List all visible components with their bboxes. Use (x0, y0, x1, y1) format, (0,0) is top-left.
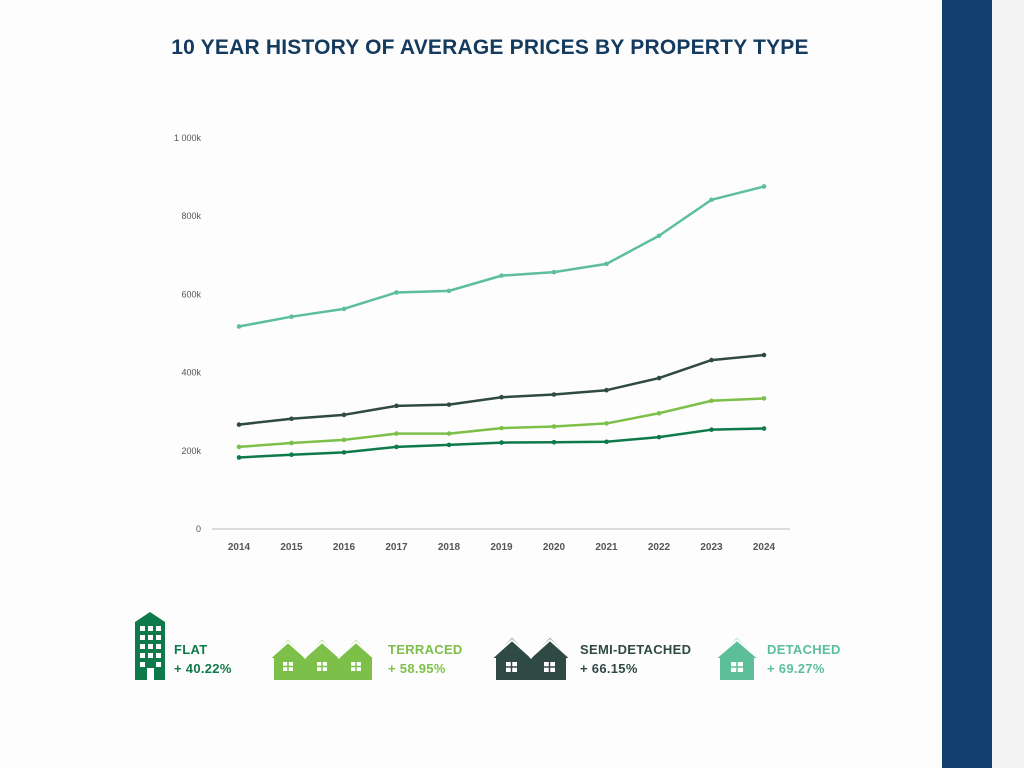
y-tick-label: 400k (181, 368, 201, 378)
data-point-detached (551, 269, 557, 275)
series-line-semi-detached (237, 353, 766, 426)
data-point-flat (499, 440, 504, 445)
semi-detached-houses-icon (491, 638, 571, 680)
chart-title: 10 YEAR HISTORY OF AVERAGE PRICES BY PRO… (171, 36, 809, 59)
data-point-detached (446, 288, 452, 294)
data-point-flat (604, 439, 609, 445)
legend-item-flat: FLAT + 40.22% (132, 612, 262, 684)
data-point-detached (761, 184, 767, 189)
data-point-terraced (236, 444, 242, 450)
legend-item-detached: DETACHED + 69.27% (714, 612, 864, 684)
data-point-detached (341, 306, 347, 312)
x-tick-label: 2019 (490, 542, 513, 553)
y-tick-label: 1 000k (174, 133, 202, 143)
y-tick-label: 800k (181, 211, 201, 221)
data-point-flat (446, 442, 452, 448)
data-point-detached (236, 324, 242, 329)
detached-house-icon (715, 638, 759, 680)
legend-change-flat: + 40.22% (174, 661, 232, 676)
data-point-semi-detached (289, 416, 294, 422)
data-point-semi-detached (656, 375, 662, 381)
apartment-building-icon (135, 612, 165, 680)
y-tick-label: 0 (196, 524, 201, 534)
legend-label-detached: DETACHED (767, 642, 841, 657)
data-point-semi-detached (551, 392, 557, 397)
terraced-houses-icon (269, 640, 375, 680)
data-point-detached (394, 290, 399, 295)
legend-change-semi-detached: + 66.15% (580, 661, 638, 676)
data-point-terraced (341, 437, 347, 443)
legend-change-detached: + 69.27% (767, 661, 825, 676)
x-tick-label: 2021 (595, 542, 618, 553)
legend-item-terraced: TERRACED + 58.95% (268, 612, 483, 684)
data-point-flat (236, 455, 242, 460)
series-line-terraced (237, 397, 766, 449)
x-tick-label: 2022 (648, 542, 671, 553)
x-tick-label: 2020 (543, 542, 566, 553)
data-point-detached (709, 197, 714, 203)
y-tick-label: 200k (181, 446, 201, 456)
x-tick-label: 2016 (333, 542, 356, 553)
legend-change-terraced: + 58.95% (388, 661, 446, 676)
data-point-terraced (709, 398, 714, 404)
data-point-detached (656, 233, 662, 239)
x-tick-label: 2017 (385, 542, 408, 553)
data-point-semi-detached (446, 402, 452, 407)
data-point-semi-detached (341, 412, 347, 418)
data-point-detached (289, 314, 294, 319)
legend-label-flat: FLAT (174, 642, 208, 657)
data-point-semi-detached (394, 403, 399, 409)
data-point-semi-detached (236, 422, 242, 427)
data-point-terraced (656, 410, 662, 416)
data-point-semi-detached (499, 394, 504, 400)
data-point-semi-detached (761, 352, 767, 358)
data-point-terraced (761, 396, 767, 401)
data-point-terraced (604, 421, 609, 426)
x-tick-label: 2014 (228, 542, 251, 553)
data-point-semi-detached (604, 387, 609, 393)
page-edge (992, 0, 1024, 768)
x-tick-label: 2024 (753, 542, 776, 553)
x-tick-label: 2023 (700, 542, 723, 553)
data-point-flat (289, 452, 294, 458)
data-point-flat (709, 427, 714, 432)
data-point-flat (341, 450, 347, 455)
line-chart: 0 200k 400k 600k 800k 1 000k 2014 2015 2016 2017 2… (174, 133, 790, 553)
x-tick-label: 2015 (280, 542, 303, 553)
data-point-flat (761, 426, 767, 431)
data-point-terraced (289, 440, 294, 446)
y-tick-label: 600k (181, 289, 201, 299)
data-point-terraced (551, 424, 557, 429)
legend-label-terraced: TERRACED (388, 642, 463, 657)
data-point-flat (394, 444, 399, 450)
series-line-detached (237, 185, 766, 328)
data-point-terraced (446, 431, 452, 436)
legend-item-semi-detached: SEMI-DETACHED + 66.15% (490, 612, 710, 684)
x-tick-label: 2018 (438, 542, 461, 553)
data-point-terraced (394, 431, 399, 436)
data-point-terraced (499, 425, 504, 431)
data-point-semi-detached (709, 357, 714, 363)
data-point-flat (656, 434, 662, 440)
decorative-stripe (942, 0, 992, 768)
data-point-detached (604, 261, 609, 267)
data-point-detached (499, 273, 504, 278)
legend-label-semi-detached: SEMI-DETACHED (580, 642, 692, 657)
data-point-flat (551, 439, 557, 445)
